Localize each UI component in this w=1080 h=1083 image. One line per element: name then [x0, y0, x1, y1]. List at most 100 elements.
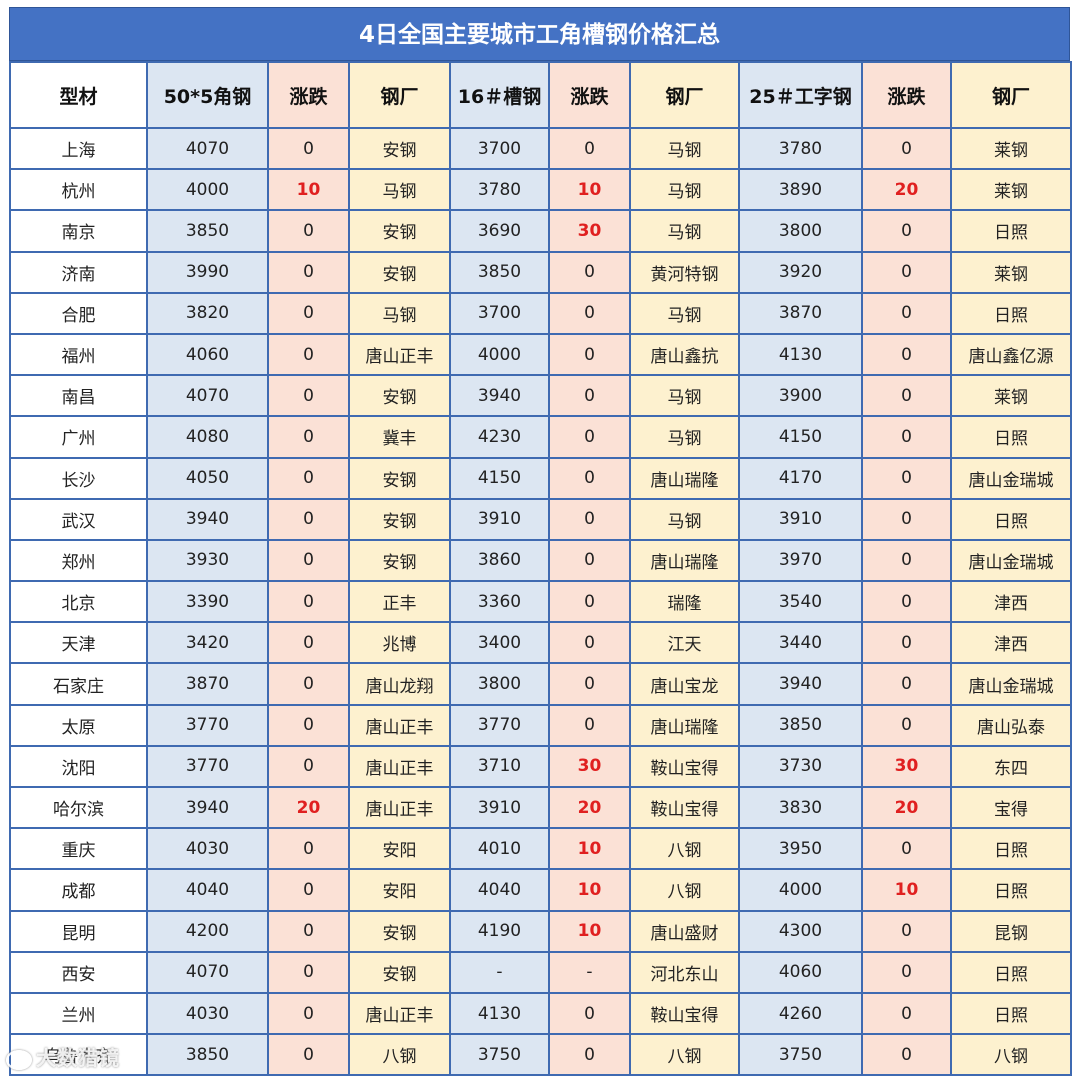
cell-angle-price: 4040 [146, 868, 269, 912]
cell-channel-change: 0 [548, 991, 631, 1036]
cell-ibeam-change: 0 [861, 662, 952, 706]
cell-ibeam-mill: 唐山鑫亿源 [950, 332, 1072, 377]
column-header-angle-change: 涨跌 [267, 61, 350, 129]
cell-angle-price: 3870 [146, 662, 269, 706]
cell-ibeam-mill: 宝得 [950, 785, 1072, 830]
cell-channel-price: 3710 [449, 744, 550, 789]
cell-angle-price: 3940 [146, 785, 269, 830]
column-header-channel-change: 涨跌 [548, 61, 631, 129]
cell-angle-mill: 八钢 [348, 1033, 451, 1077]
cell-ibeam-change: 0 [861, 703, 952, 747]
cell-channel-change: 10 [548, 168, 631, 212]
cell-channel-mill: 鞍山宝得 [629, 785, 740, 830]
cell-ibeam-price: 3870 [738, 291, 863, 335]
cell-ibeam-price: 3890 [738, 168, 863, 212]
column-header-angle-mill: 钢厂 [348, 61, 451, 129]
cell-angle-change: 0 [267, 126, 350, 171]
cell-channel-mill: 黄河特钢 [629, 250, 740, 294]
cell-ibeam-change: 0 [861, 126, 952, 171]
cell-channel-mill: 八钢 [629, 827, 740, 871]
table-row: 乌鲁木齐 3850 0 八钢 3750 0 八钢 3750 0 八钢 [9, 1033, 1072, 1077]
cell-channel-mill: 马钢 [629, 415, 740, 459]
cell-ibeam-change: 0 [861, 950, 952, 994]
cell-angle-price: 3940 [146, 497, 269, 541]
steel-price-table: 型材 50*5角钢 涨跌 钢厂 16＃槽钢 涨跌 钢厂 25＃工字钢 涨跌 钢厂 上海 4070 0 安… [9, 61, 1072, 1077]
cell-channel-price: 4040 [449, 868, 550, 912]
table-row: 天津 3420 0 兆博 3400 0 江天 3440 0 津西 [9, 621, 1072, 665]
cell-channel-change: 0 [548, 703, 631, 747]
column-header-ibeam-change: 涨跌 [861, 61, 952, 129]
cell-angle-mill: 马钢 [348, 168, 451, 212]
cell-angle-mill: 安钢 [348, 497, 451, 541]
cell-ibeam-change: 0 [861, 909, 952, 953]
table-row: 济南 3990 0 安钢 3850 0 黄河特钢 3920 0 莱钢 [9, 250, 1072, 294]
cell-channel-mill: 唐山瑞隆 [629, 703, 740, 747]
cell-angle-change: 0 [267, 332, 350, 377]
table-row: 福州 4060 0 唐山正丰 4000 0 唐山鑫抗 4130 0 唐山鑫亿源 [9, 332, 1072, 377]
cell-angle-price: 3770 [146, 703, 269, 747]
cell-ibeam-change: 0 [861, 374, 952, 418]
table-row: 昆明 4200 0 安钢 4190 10 唐山盛财 4300 0 昆钢 [9, 909, 1072, 953]
cell-channel-change: 0 [548, 621, 631, 665]
cell-city: 成都 [9, 868, 148, 912]
cell-angle-mill: 安钢 [348, 538, 451, 583]
cell-city: 沈阳 [9, 744, 148, 789]
cell-ibeam-change: 0 [861, 497, 952, 541]
cell-ibeam-change: 0 [861, 1033, 952, 1077]
cell-angle-price: 4000 [146, 168, 269, 212]
cell-channel-price: 3750 [449, 1033, 550, 1077]
cell-city: 杭州 [9, 168, 148, 212]
cell-angle-change: 0 [267, 827, 350, 871]
cell-angle-change: 0 [267, 1033, 350, 1077]
column-header-ibeam-price: 25＃工字钢 [738, 61, 863, 129]
cell-channel-mill: 马钢 [629, 291, 740, 335]
cell-ibeam-price: 3440 [738, 621, 863, 665]
cell-angle-mill: 唐山正丰 [348, 332, 451, 377]
cell-angle-price: 3990 [146, 250, 269, 294]
cell-channel-change: 0 [548, 291, 631, 335]
cell-channel-price: - [449, 950, 550, 994]
table-title: 4日全国主要城市工角槽钢价格汇总 [9, 7, 1070, 61]
cell-channel-price: 4190 [449, 909, 550, 953]
cell-angle-mill: 安钢 [348, 209, 451, 253]
table-row: 石家庄 3870 0 唐山龙翔 3800 0 唐山宝龙 3940 0 唐山金瑞城 [9, 662, 1072, 706]
cell-channel-change: 0 [548, 374, 631, 418]
table-row: 合肥 3820 0 马钢 3700 0 马钢 3870 0 日照 [9, 291, 1072, 335]
cell-ibeam-mill: 唐山弘泰 [950, 703, 1072, 747]
cell-angle-price: 3420 [146, 621, 269, 665]
cell-angle-mill: 马钢 [348, 291, 451, 335]
cell-channel-change: 10 [548, 827, 631, 871]
cell-city: 济南 [9, 250, 148, 294]
cell-channel-change: 0 [548, 580, 631, 624]
cell-angle-price: 3390 [146, 580, 269, 624]
cell-channel-mill: 河北东山 [629, 950, 740, 994]
cell-city: 太原 [9, 703, 148, 747]
cell-ibeam-mill: 唐山金瑞城 [950, 662, 1072, 706]
table-row: 重庆 4030 0 安阳 4010 10 八钢 3950 0 日照 [9, 827, 1072, 871]
table-row: 郑州 3930 0 安钢 3860 0 唐山瑞隆 3970 0 唐山金瑞城 [9, 538, 1072, 583]
cell-channel-change: 30 [548, 209, 631, 253]
cell-ibeam-change: 0 [861, 209, 952, 253]
cell-channel-price: 3700 [449, 291, 550, 335]
cell-angle-mill: 安钢 [348, 250, 451, 294]
cell-ibeam-mill: 日照 [950, 868, 1072, 912]
cell-angle-price: 3850 [146, 209, 269, 253]
table-row: 武汉 3940 0 安钢 3910 0 马钢 3910 0 日照 [9, 497, 1072, 541]
cell-city: 兰州 [9, 991, 148, 1036]
cell-channel-change: 0 [548, 332, 631, 377]
cell-angle-price: 3930 [146, 538, 269, 583]
cell-ibeam-change: 0 [861, 538, 952, 583]
table-row: 杭州 4000 10 马钢 3780 10 马钢 3890 20 莱钢 [9, 168, 1072, 212]
cell-angle-price: 4030 [146, 991, 269, 1036]
table-row: 哈尔滨 3940 20 唐山正丰 3910 20 鞍山宝得 3830 20 宝得 [9, 785, 1072, 830]
cell-channel-change: 0 [548, 538, 631, 583]
cell-channel-price: 3360 [449, 580, 550, 624]
cell-angle-change: 0 [267, 497, 350, 541]
cell-angle-mill: 安钢 [348, 909, 451, 953]
cell-channel-price: 4130 [449, 991, 550, 1036]
table-row: 上海 4070 0 安钢 3700 0 马钢 3780 0 莱钢 [9, 126, 1072, 171]
cell-angle-price: 4070 [146, 950, 269, 994]
cell-angle-change: 0 [267, 909, 350, 953]
cell-ibeam-price: 3940 [738, 662, 863, 706]
cell-ibeam-mill: 津西 [950, 621, 1072, 665]
